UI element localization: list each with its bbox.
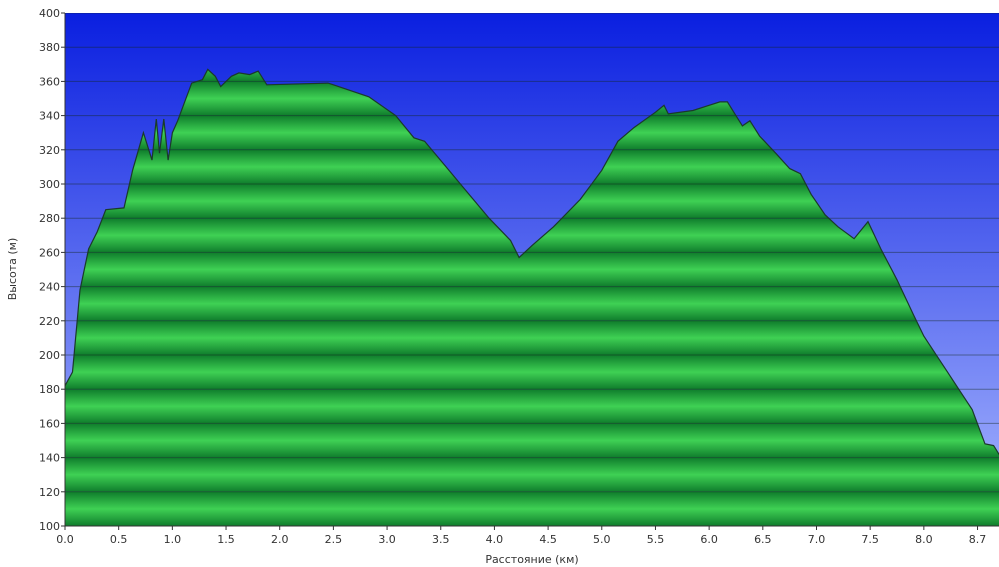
x-tick-label: 0.5 — [110, 533, 128, 546]
x-axis-label: Расстояние (км) — [485, 553, 578, 566]
x-tick-label: 6.0 — [700, 533, 718, 546]
fill-band — [65, 355, 999, 390]
y-axis-ticks: 100 120 140 160 180 200 220 240 260 280 300 320 340 3… — [39, 7, 65, 533]
x-tick-label: 8.0 — [915, 533, 933, 546]
y-tick-label: 380 — [39, 41, 60, 54]
y-tick-label: 120 — [39, 486, 60, 499]
fill-band — [65, 389, 999, 424]
y-tick-label: 260 — [39, 246, 60, 259]
x-tick-label: 8.7 — [969, 533, 987, 546]
x-tick-label: 7.0 — [808, 533, 826, 546]
x-tick-label: 4.5 — [539, 533, 557, 546]
y-tick-label: 400 — [39, 7, 60, 20]
x-tick-label: 3.0 — [378, 533, 396, 546]
fill-band — [65, 423, 999, 458]
y-tick-label: 240 — [39, 281, 60, 294]
y-tick-label: 220 — [39, 315, 60, 328]
fill-band — [65, 286, 999, 321]
x-tick-label: 1.5 — [217, 533, 235, 546]
x-tick-label: 4.0 — [486, 533, 504, 546]
y-tick-label: 100 — [39, 520, 60, 533]
y-tick-label: 180 — [39, 383, 60, 396]
x-tick-label: 0.0 — [56, 533, 74, 546]
x-tick-label: 7.5 — [861, 533, 879, 546]
fill-band — [65, 320, 999, 355]
y-tick-label: 300 — [39, 178, 60, 191]
y-tick-label: 360 — [39, 75, 60, 88]
y-tick-label: 200 — [39, 349, 60, 362]
elevation-profile-line — [65, 68, 999, 456]
y-tick-label: 160 — [39, 417, 60, 430]
x-tick-label: 6.5 — [754, 533, 772, 546]
x-tick-label: 2.0 — [271, 533, 289, 546]
y-axis-label: Высота (м) — [6, 238, 19, 301]
y-tick-label: 140 — [39, 452, 60, 465]
x-tick-label: 5.5 — [647, 533, 665, 546]
x-axis-ticks: 0.0 0.5 1.0 1.5 2.0 2.5 3.0 3.5 4.0 4.5 5.0 5.5 6.0 6… — [56, 526, 986, 546]
fill-band — [65, 252, 999, 287]
y-tick-label: 320 — [39, 144, 60, 157]
x-tick-label: 1.0 — [164, 533, 182, 546]
x-tick-label: 3.5 — [432, 533, 450, 546]
fill-band — [65, 491, 999, 526]
x-tick-label: 5.0 — [593, 533, 611, 546]
gridlines — [65, 13, 999, 526]
y-tick-label: 340 — [39, 110, 60, 123]
fill-band — [65, 457, 999, 492]
y-tick-label: 280 — [39, 212, 60, 225]
x-tick-label: 2.5 — [325, 533, 343, 546]
